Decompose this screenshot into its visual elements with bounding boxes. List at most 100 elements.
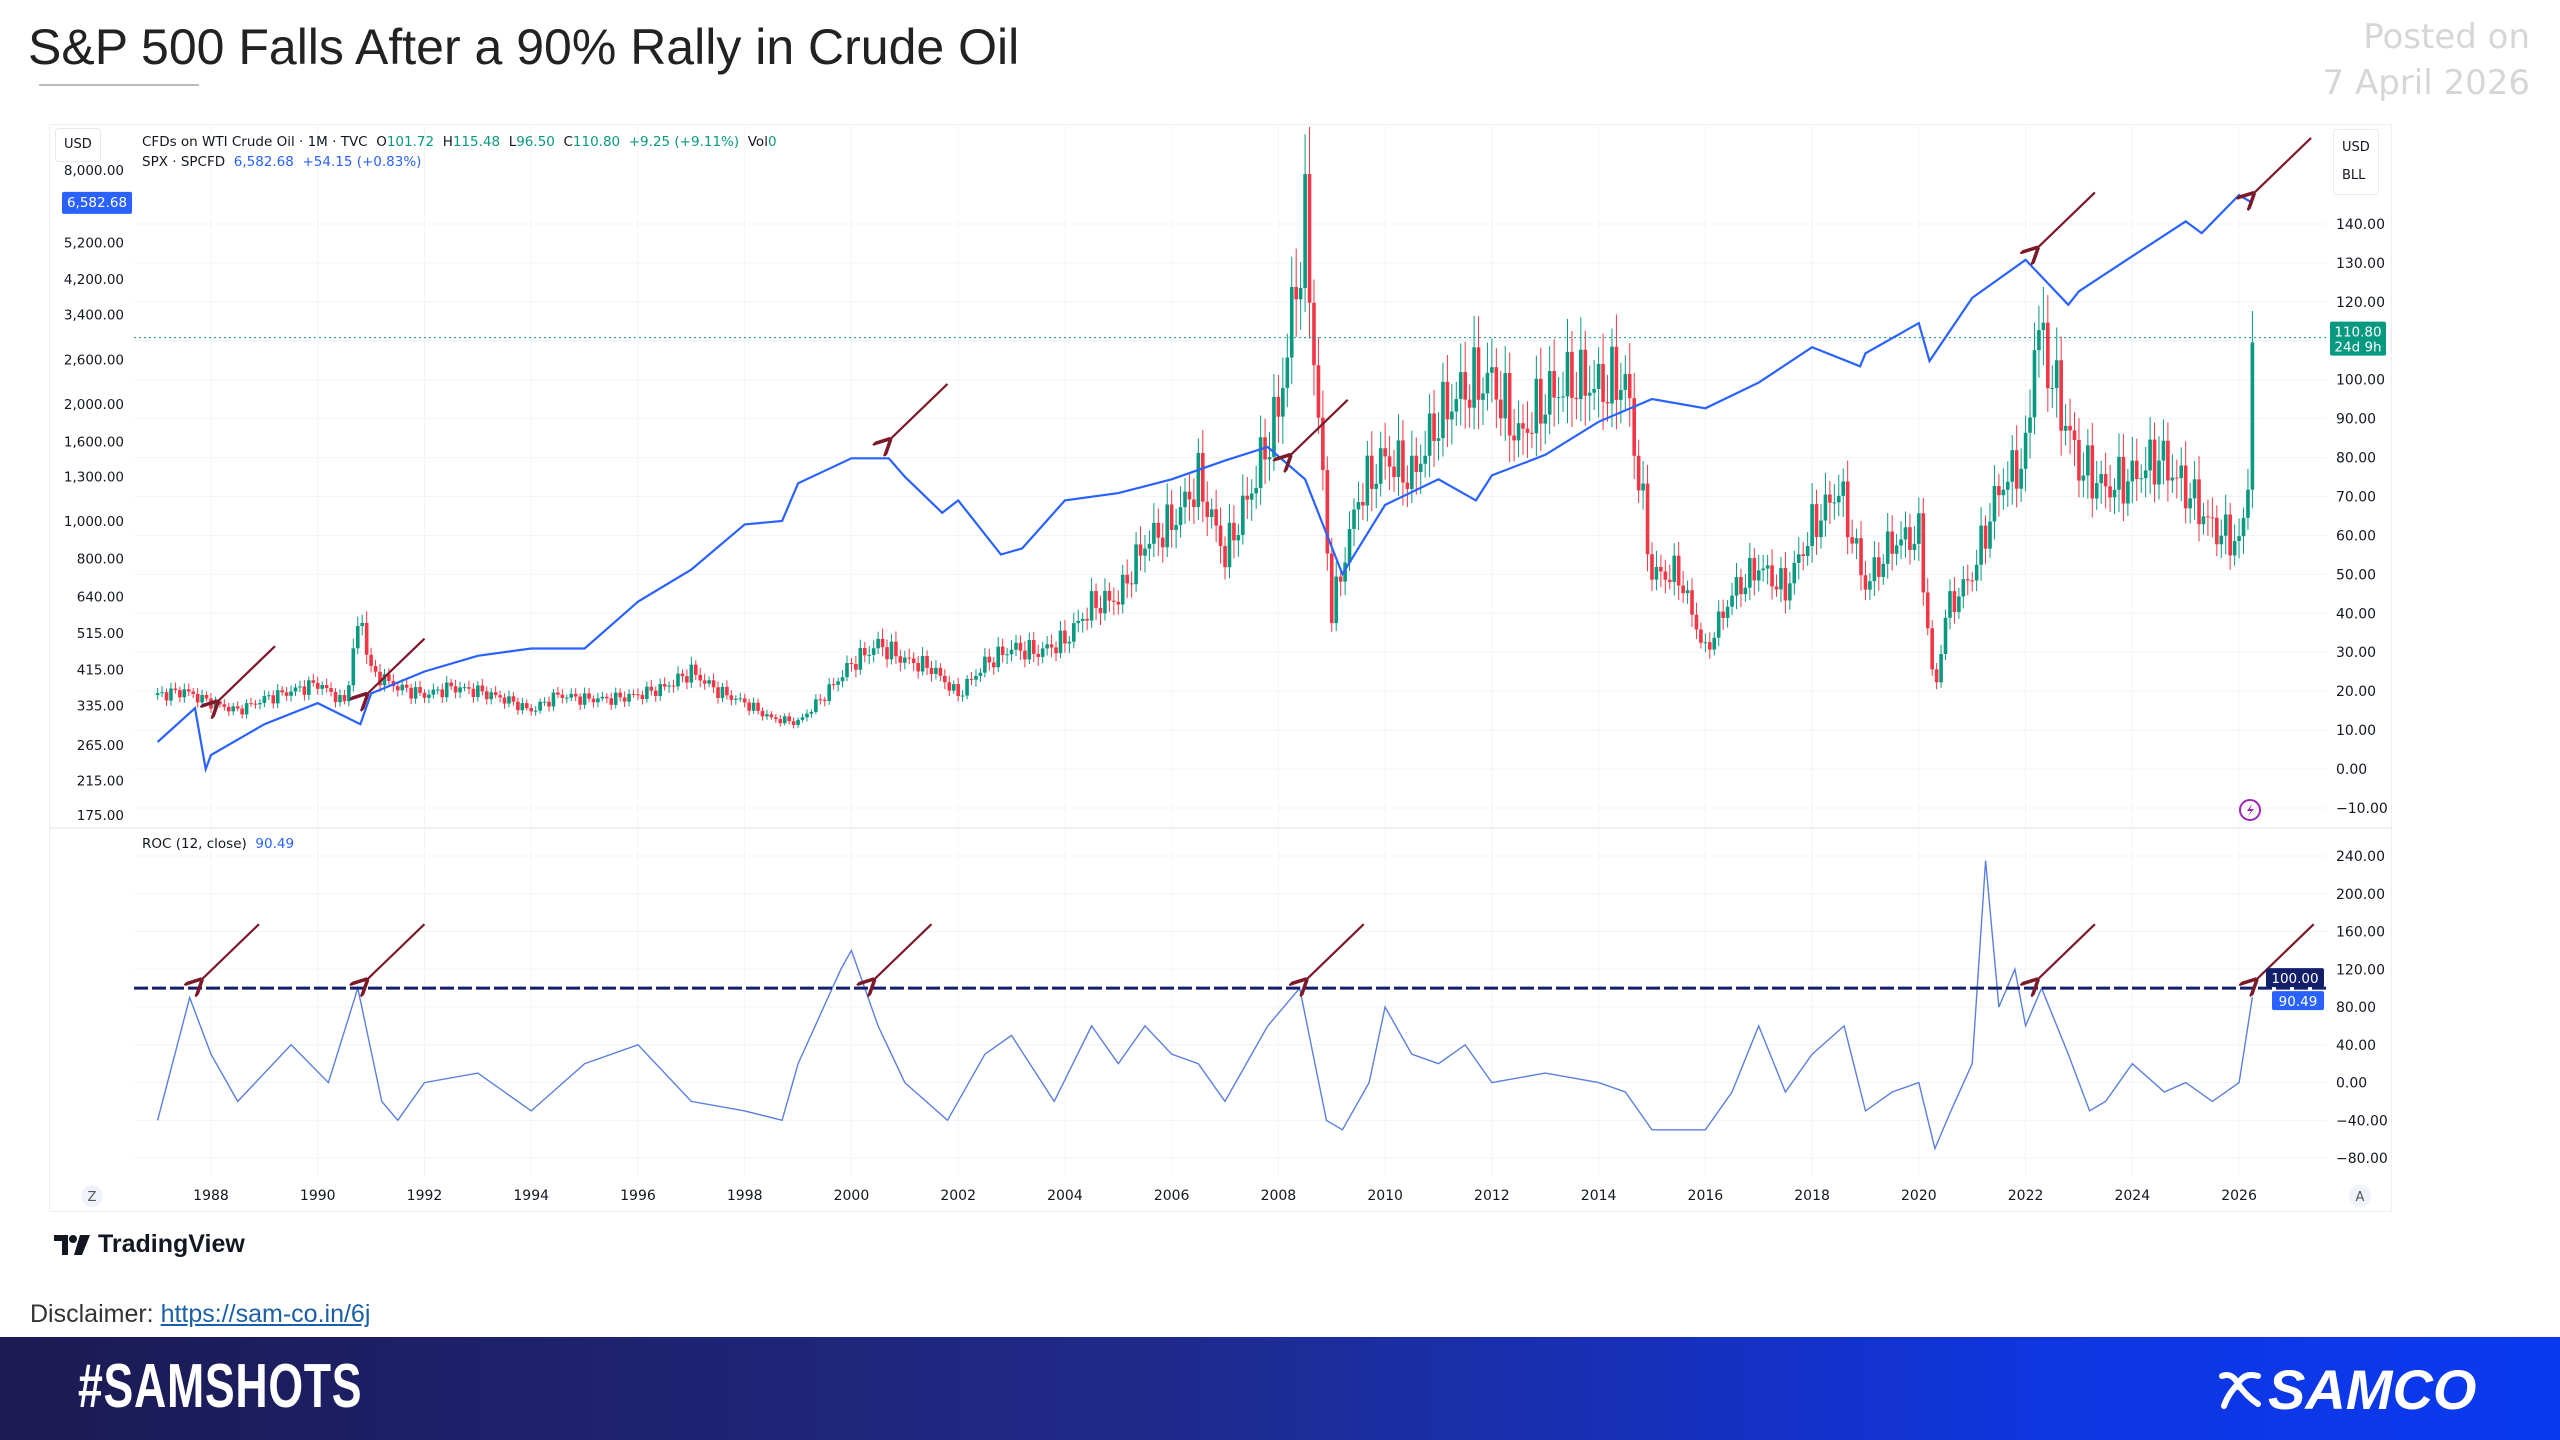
oil-candle <box>596 698 600 703</box>
tradingview-logo[interactable]: TradingView <box>54 1230 245 1259</box>
oil-candle <box>1672 555 1677 582</box>
oil-candle <box>573 693 578 697</box>
oil-candle <box>1441 381 1445 439</box>
oil-candle <box>742 698 747 703</box>
spx-legend[interactable]: SPX · SPCFD 6,582.68 +54.15 (+0.83%) <box>142 154 421 170</box>
oil-candle <box>943 675 947 683</box>
oil-candle <box>1116 601 1121 605</box>
oil-candle <box>1378 448 1383 484</box>
oil-candle <box>1103 590 1107 614</box>
oil-candle <box>2077 440 2081 481</box>
oil-candle <box>618 692 622 698</box>
oil-candle <box>1374 483 1379 489</box>
oil-candle <box>1072 623 1076 642</box>
oil-candle <box>1276 396 1281 417</box>
left-tick-label: 2,000.00 <box>64 397 124 413</box>
oil-candle <box>1454 398 1459 412</box>
oil-candle <box>605 696 609 699</box>
oil-candle <box>1850 537 1854 544</box>
oil-candle <box>974 675 978 680</box>
oil-candle <box>796 719 800 725</box>
left-tick-label: 335.00 <box>77 699 124 715</box>
oil-candle <box>1316 365 1321 418</box>
oil-candle <box>2241 517 2246 537</box>
oil-candle <box>2001 489 2006 496</box>
oil-candle <box>2223 514 2228 536</box>
oil-candle <box>249 703 253 705</box>
oil-candle <box>186 689 191 692</box>
x-tick-label: 1992 <box>407 1188 443 1204</box>
x-tick-label: 2018 <box>1794 1188 1830 1204</box>
x-tick-label: 2022 <box>2008 1188 2044 1204</box>
left-tick-label: 515.00 <box>77 626 124 642</box>
oil-candle <box>2068 425 2072 431</box>
oil-candle <box>1561 396 1565 398</box>
oil-candle <box>1516 423 1521 441</box>
oil-candle <box>204 694 209 699</box>
lightning-icon[interactable] <box>2239 799 2261 821</box>
oil-candle <box>885 647 889 660</box>
right-tick-label: 0.00 <box>2336 762 2367 778</box>
spx-line-group <box>156 193 2253 774</box>
oil-candle <box>645 686 649 699</box>
oil-candle <box>462 687 467 689</box>
log-scale-button[interactable]: Z <box>81 1185 103 1207</box>
oil-candle <box>849 663 854 665</box>
oil-candle <box>2094 483 2099 499</box>
oil-candle <box>1939 654 1943 683</box>
arrow-annotation <box>1306 923 1365 980</box>
oil-candle <box>871 648 876 655</box>
oil-candle <box>355 625 360 649</box>
oil-candle <box>1023 650 1027 660</box>
x-tick-label: 2014 <box>1581 1188 1617 1204</box>
oil-legend[interactable]: CFDs on WTI Crude Oil · 1M · TVC O101.72… <box>142 134 777 150</box>
oil-candle <box>1997 485 2001 496</box>
oil-candle <box>155 693 160 696</box>
oil-candle <box>640 694 645 699</box>
oil-candle <box>1783 568 1788 601</box>
oil-candle <box>2134 460 2139 480</box>
roc-value-tag-text: 90.49 <box>2279 994 2318 1010</box>
oil-candle <box>1356 501 1361 510</box>
oil-candle <box>1690 590 1694 615</box>
oil-candle <box>1859 538 1863 576</box>
auto-scale-button[interactable]: A <box>2349 1185 2371 1207</box>
oil-candle <box>1792 562 1797 584</box>
oil-candle <box>716 687 720 699</box>
oil-candle <box>369 654 373 667</box>
oil-candle <box>1716 611 1721 638</box>
oil-candle <box>1107 590 1112 601</box>
oil-candle <box>1592 388 1596 393</box>
left-unit-box[interactable]: USD <box>55 128 101 162</box>
oil-candle <box>2148 439 2152 471</box>
oil-candle <box>1961 579 1966 597</box>
oil-candle <box>1245 495 1250 500</box>
oil-candle <box>911 658 916 663</box>
roc-legend[interactable]: ROC (12, close) 90.49 <box>142 836 294 852</box>
oil-candle <box>1623 373 1628 390</box>
oil-candle <box>1872 557 1877 582</box>
right-unit-box[interactable]: USD BLL <box>2333 129 2379 195</box>
oil-candle <box>1530 432 1534 434</box>
oil-candle <box>1272 396 1276 457</box>
samco-logo[interactable]: SAMCO <box>2218 1357 2476 1422</box>
oil-candle <box>235 706 240 709</box>
oil-candle <box>2121 456 2126 504</box>
oil-candle <box>2179 465 2184 479</box>
oil-candle <box>1369 455 1374 489</box>
low-label: L <box>508 134 517 150</box>
oil-candle <box>1463 372 1467 400</box>
oil-candle <box>831 684 836 686</box>
oil-candle <box>1645 483 1650 555</box>
disclaimer-link[interactable]: https://sam-co.in/6j <box>160 1300 371 1328</box>
oil-candle <box>582 693 587 705</box>
oil-candle <box>1779 568 1783 590</box>
arrow-annotation <box>217 645 276 702</box>
oil-candle <box>480 685 485 692</box>
arrow-annotation <box>366 637 426 695</box>
oil-candle <box>1000 646 1005 656</box>
oil-candle <box>1214 509 1218 526</box>
left-tick-label: 175.00 <box>77 808 124 824</box>
